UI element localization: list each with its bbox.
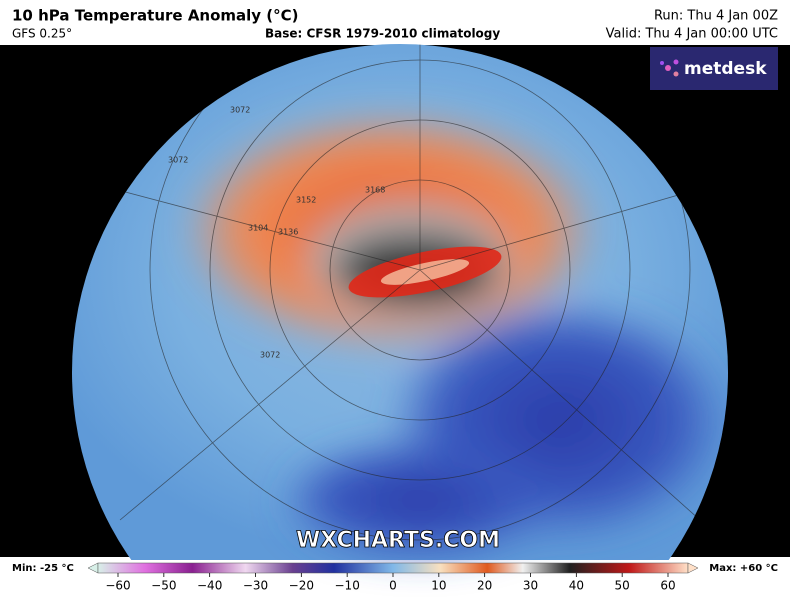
- colorbar: Min: -25 °C Max: +60 °C −60 −50 −40 −30 −20 −…: [12, 562, 778, 593]
- contour-label: 3168: [365, 186, 385, 195]
- colorbar-tick-label: −20: [289, 579, 314, 593]
- colorbar-tick-label: −60: [105, 579, 130, 593]
- colorbar-max: Max: +60 °C: [709, 563, 778, 574]
- model: GFS 0.25°: [12, 27, 72, 41]
- colorbar-tick-label: −40: [197, 579, 222, 593]
- contour-label: 3072: [168, 156, 188, 165]
- title: 10 hPa Temperature Anomaly (°C): [12, 7, 299, 25]
- colorbar-bar: [97, 562, 689, 574]
- colorbar-tick-label: 40: [569, 579, 584, 593]
- globe: 3072 3072 3104 3136 3152 3168 3072: [72, 44, 728, 560]
- contour-label: 3136: [278, 228, 298, 237]
- base-climatology: Base: CFSR 1979-2010 climatology: [265, 27, 500, 41]
- colorbar-tick-label: 0: [389, 579, 397, 593]
- contour-label: 3072: [230, 106, 250, 115]
- logo: metdesk: [650, 47, 778, 90]
- colorbar-tick-label: −50: [151, 579, 176, 593]
- colorbar-tick-label: 20: [477, 579, 492, 593]
- run-time: Run: Thu 4 Jan 00Z: [654, 9, 778, 24]
- contour-label: 3152: [296, 196, 316, 205]
- colorbar-tick-label: 60: [660, 579, 675, 593]
- colorbar-tick-label: 10: [431, 579, 446, 593]
- contour-label: 3104: [248, 224, 268, 233]
- colorbar-min: Min: -25 °C: [12, 563, 74, 574]
- colorbar-tick-label: 50: [615, 579, 630, 593]
- logo-text: metdesk: [684, 59, 767, 79]
- watermark: WXCHARTS.COM: [296, 528, 500, 553]
- colorbar-tick-label: 30: [523, 579, 538, 593]
- colorbar-tick-label: −30: [243, 579, 268, 593]
- contour-label: 3072: [260, 351, 280, 360]
- valid-time: Valid: Thu 4 Jan 00:00 UTC: [606, 27, 778, 42]
- colorbar-tick-label: −10: [335, 579, 360, 593]
